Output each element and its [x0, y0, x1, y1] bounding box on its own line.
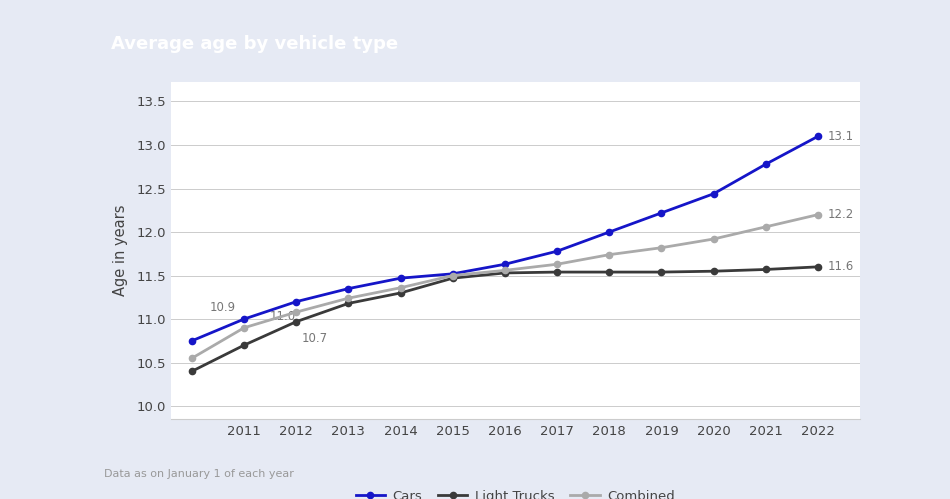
Text: Average age by vehicle type: Average age by vehicle type — [111, 35, 398, 53]
Text: 10.7: 10.7 — [301, 332, 328, 345]
Legend: Cars, Light Trucks, Combined: Cars, Light Trucks, Combined — [351, 485, 680, 499]
Text: 11.6: 11.6 — [827, 260, 854, 273]
Y-axis label: Age in years: Age in years — [113, 205, 128, 296]
Text: 12.2: 12.2 — [827, 208, 854, 221]
Text: 13.1: 13.1 — [827, 130, 853, 143]
Text: 11.0: 11.0 — [270, 309, 296, 322]
Text: Data as on January 1 of each year: Data as on January 1 of each year — [104, 469, 294, 479]
Text: 10.9: 10.9 — [210, 301, 237, 314]
